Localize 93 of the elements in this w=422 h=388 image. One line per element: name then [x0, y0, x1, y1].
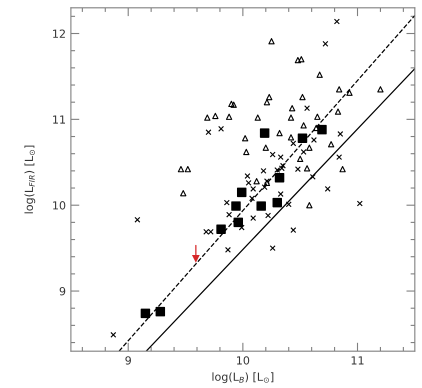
point [156, 306, 166, 316]
point [324, 186, 331, 192]
point [300, 122, 307, 129]
point [306, 202, 313, 208]
point [140, 308, 150, 318]
point [298, 134, 308, 143]
point [290, 140, 296, 146]
x-tick-label: 11 [352, 356, 364, 364]
point [246, 180, 252, 186]
point [276, 130, 283, 136]
y-tick-label: 9 [60, 287, 66, 296]
point [254, 114, 261, 121]
point [224, 246, 231, 253]
point [264, 178, 270, 184]
y-tick-label: 12 [53, 29, 65, 38]
point [256, 201, 266, 211]
point [249, 195, 255, 202]
point [230, 102, 237, 108]
point [231, 201, 241, 211]
point [110, 332, 116, 338]
point [334, 18, 340, 24]
point [228, 100, 235, 108]
point [356, 200, 363, 206]
point [314, 114, 321, 120]
point [242, 135, 248, 142]
x-tick-label: 9 [125, 356, 131, 365]
point [262, 184, 268, 190]
point [234, 218, 244, 228]
point [310, 174, 316, 180]
point [328, 141, 334, 148]
point [236, 188, 246, 198]
point [250, 186, 256, 192]
point [180, 190, 186, 196]
point [270, 245, 276, 252]
point [206, 129, 212, 136]
point [304, 165, 310, 172]
point [316, 72, 323, 78]
point [268, 38, 275, 44]
point [250, 215, 256, 222]
point [134, 216, 140, 223]
point [339, 166, 346, 172]
point [304, 105, 310, 112]
point [289, 105, 296, 112]
point [288, 134, 294, 141]
point [337, 130, 344, 137]
point [212, 112, 218, 120]
point [243, 148, 250, 156]
point [264, 180, 270, 186]
point [260, 168, 266, 174]
point [260, 128, 270, 138]
point [294, 166, 301, 172]
point [184, 166, 191, 172]
x-axis-title: log(L$_{B}$) [L$_{⊙}$] [212, 372, 274, 384]
point [216, 224, 226, 234]
point [294, 56, 302, 64]
point [288, 114, 294, 121]
point [377, 86, 384, 92]
y-tick-label: 10 [53, 201, 66, 210]
point [286, 201, 292, 208]
point [224, 200, 230, 206]
point [264, 99, 270, 106]
point [226, 114, 232, 120]
point [298, 56, 304, 62]
x-tick-label: 10 [237, 356, 250, 365]
point [336, 86, 342, 92]
point [310, 137, 317, 143]
point [270, 152, 276, 158]
point [278, 191, 284, 198]
point [300, 149, 307, 155]
point [297, 156, 304, 162]
point [336, 154, 342, 160]
point [306, 144, 313, 151]
point [278, 154, 284, 160]
point [290, 227, 296, 234]
point [244, 173, 250, 179]
y-axis-title: log(L$_{FIR}$) [L$_{⊙}$] [24, 146, 36, 214]
point [226, 212, 232, 218]
point [253, 178, 260, 184]
point [274, 172, 284, 182]
point [299, 94, 306, 100]
point [334, 108, 342, 115]
point [178, 166, 184, 172]
point [262, 144, 269, 151]
point [204, 114, 210, 121]
point [265, 212, 272, 218]
point [346, 90, 353, 96]
point [218, 126, 224, 132]
point [272, 198, 282, 208]
point [322, 40, 328, 47]
y-tick-label: 11 [53, 115, 66, 124]
point [266, 94, 272, 100]
point [192, 254, 200, 262]
point [317, 124, 327, 134]
